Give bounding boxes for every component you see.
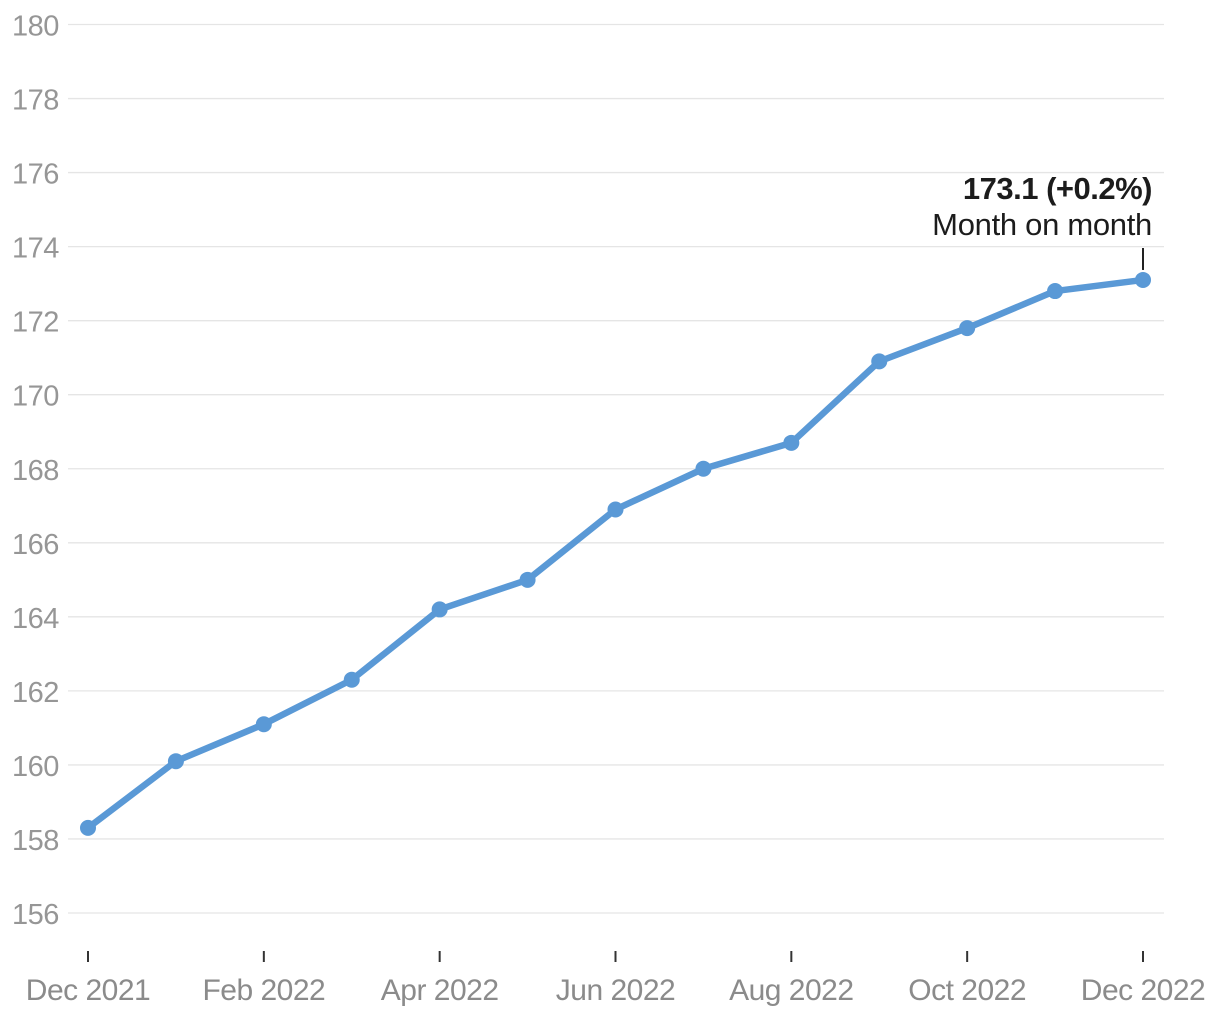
y-axis-labels: 156 158 160 162 164 166 168 170 172 174 176 178 180 <box>12 11 60 932</box>
series-line <box>84 276 1147 832</box>
y-axis-tick-label: 168 <box>12 455 59 487</box>
y-axis-tick-label: 164 <box>12 603 59 635</box>
data-point-marker <box>431 601 448 618</box>
data-point-marker <box>519 571 536 588</box>
gridlines <box>68 23 1164 914</box>
y-axis-tick-label: 172 <box>12 307 59 339</box>
x-axis-tick-label: Feb 2022 <box>202 974 325 1007</box>
y-axis-tick-label: 180 <box>12 11 59 43</box>
data-point-marker <box>695 460 712 477</box>
annotation: 173.1 (+0.2%) Month on month <box>932 171 1153 270</box>
annotation-sub-label: Month on month <box>932 207 1152 242</box>
y-axis-tick-label: 160 <box>12 751 59 783</box>
data-series <box>80 271 1151 836</box>
data-point-marker <box>607 501 624 518</box>
annotation-value-label: 173.1 (+0.2%) <box>963 171 1152 206</box>
data-point-marker <box>783 434 800 451</box>
data-point-marker <box>167 753 184 770</box>
data-point-marker <box>255 716 272 733</box>
y-axis-tick-label: 178 <box>12 85 59 117</box>
x-axis-tick-label: Jun 2022 <box>556 974 675 1007</box>
x-axis-tick-label: Apr 2022 <box>381 974 499 1007</box>
x-axis-ticks <box>87 951 1144 962</box>
x-axis-tick-label: Dec 2021 <box>26 974 150 1007</box>
x-axis-labels: Dec 2021 Feb 2022 Apr 2022 Jun 2022 Aug 2022… <box>26 974 1206 1007</box>
data-point-marker <box>343 671 360 688</box>
y-axis-tick-label: 156 <box>12 899 59 931</box>
y-axis-tick-label: 170 <box>12 381 59 413</box>
y-axis-tick-label: 162 <box>12 677 59 709</box>
y-axis-tick-label: 166 <box>12 529 59 561</box>
data-point-marker <box>80 819 96 836</box>
data-point-marker <box>959 320 976 337</box>
x-axis-tick-label: Dec 2022 <box>1081 974 1205 1007</box>
x-axis-tick-label: Oct 2022 <box>908 974 1026 1007</box>
data-point-marker <box>1135 271 1151 288</box>
y-axis-tick-label: 158 <box>12 825 59 857</box>
x-axis-tick-label: Aug 2022 <box>729 974 853 1007</box>
data-point-marker <box>871 353 888 370</box>
y-axis-tick-label: 176 <box>12 159 59 191</box>
y-axis-tick-label: 174 <box>12 233 59 265</box>
data-point-marker <box>1047 283 1064 300</box>
